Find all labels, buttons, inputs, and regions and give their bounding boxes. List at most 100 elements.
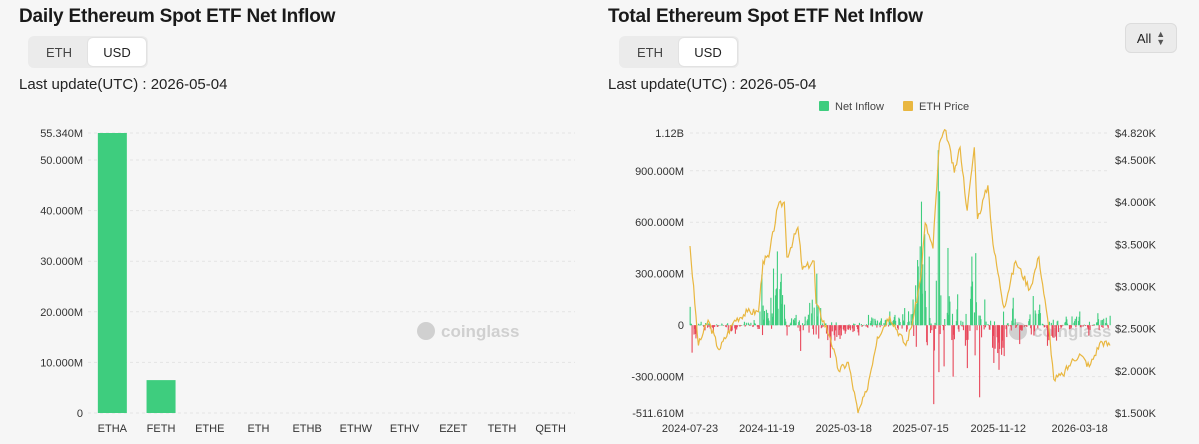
- flow-bar: [858, 325, 860, 336]
- flow-bar: [843, 325, 845, 331]
- flow-bar: [944, 325, 946, 326]
- flow-bar: [979, 315, 981, 326]
- flow-bar: [703, 325, 705, 328]
- flow-bar: [847, 325, 849, 330]
- bar-etha[interactable]: [97, 133, 127, 413]
- flow-bar: [876, 325, 878, 328]
- flow-bar: [750, 322, 752, 326]
- flow-bar: [821, 325, 823, 328]
- flow-bar: [953, 325, 955, 340]
- bar-feth[interactable]: [146, 380, 176, 413]
- total-toggle-usd[interactable]: USD: [679, 38, 737, 66]
- flow-bar: [1046, 325, 1049, 346]
- flow-bar: [1021, 325, 1023, 331]
- flow-bar: [765, 309, 767, 326]
- flow-bar: [884, 320, 886, 326]
- flow-bar: [1096, 322, 1098, 326]
- flow-bar: [1057, 325, 1060, 333]
- flow-bar: [1060, 325, 1062, 329]
- flow-bar: [987, 324, 989, 326]
- flow-bar: [933, 325, 935, 351]
- flow-bar: [753, 320, 755, 326]
- flow-bar: [853, 325, 855, 332]
- flow-bar: [1043, 325, 1045, 326]
- flow-bar: [734, 325, 736, 329]
- flow-bar: [1019, 325, 1021, 331]
- total-unit-toggle: ETH USD: [619, 36, 739, 68]
- flow-bar: [913, 325, 915, 336]
- flow-bar: [867, 325, 869, 328]
- flow-bar: [762, 305, 764, 326]
- flow-bar: [1082, 325, 1084, 327]
- flow-bar: [947, 247, 949, 326]
- flow-bar: [717, 325, 719, 327]
- flow-bar: [1105, 322, 1107, 326]
- flow-bar: [849, 325, 851, 331]
- daily-toggle-usd[interactable]: USD: [88, 38, 146, 66]
- flow-bar: [691, 325, 693, 353]
- flow-bar: [892, 320, 894, 326]
- flow-bar: [802, 325, 804, 331]
- flow-bar: [907, 322, 909, 326]
- flow-bar: [966, 325, 968, 341]
- flow-bar: [939, 325, 941, 335]
- total-chart-title: Total Ethereum Spot ETF Net Inflow: [608, 6, 923, 27]
- flow-bar: [818, 325, 820, 339]
- total-toggle-eth[interactable]: ETH: [637, 44, 663, 60]
- flow-bar: [1074, 321, 1076, 326]
- flow-bar: [1097, 313, 1099, 326]
- flow-bar: [1015, 325, 1018, 327]
- daily-inflow-panel: Daily Ethereum Spot ETF Net Inflow ETH U…: [0, 0, 590, 444]
- flow-bar: [997, 325, 999, 354]
- flow-bar: [817, 306, 819, 326]
- flow-bar: [736, 325, 738, 328]
- flow-bar: [974, 325, 976, 356]
- flow-bar: [758, 325, 760, 329]
- flow-bar: [1091, 325, 1093, 326]
- flow-bar: [776, 288, 778, 326]
- flow-bar: [690, 323, 692, 326]
- flow-bar: [757, 325, 759, 330]
- flow-bar: [844, 325, 846, 334]
- flow-bar: [756, 325, 758, 327]
- flow-bar: [906, 325, 908, 332]
- flow-bar: [1024, 325, 1027, 326]
- flow-bar: [829, 325, 831, 338]
- flow-bar: [876, 320, 879, 326]
- y-tick-label: 30.000M: [40, 256, 83, 268]
- legend-label[interactable]: ETH Price: [919, 101, 969, 113]
- flow-bar: [890, 322, 892, 326]
- flow-bar: [1003, 325, 1005, 357]
- x-tick-label: 2025-07-15: [893, 423, 949, 435]
- daily-toggle-eth[interactable]: ETH: [46, 44, 72, 60]
- flow-bar: [716, 325, 718, 327]
- flow-bar: [808, 325, 810, 333]
- flow-bar: [1101, 325, 1103, 328]
- flow-bar: [898, 318, 901, 326]
- range-select-dropdown[interactable]: All ▲ ▼: [1125, 23, 1177, 53]
- flow-bar: [749, 325, 751, 326]
- flow-bar: [955, 321, 957, 326]
- flow-bar: [1021, 325, 1023, 331]
- flow-bar: [935, 325, 937, 329]
- flow-bar: [863, 324, 865, 326]
- flow-bar: [770, 297, 772, 326]
- flow-bar: [795, 314, 797, 326]
- flow-bar: [993, 325, 995, 363]
- flow-bar: [860, 324, 862, 326]
- flow-bar: [957, 325, 959, 330]
- flow-bar: [962, 325, 965, 331]
- flow-bar: [1020, 325, 1022, 329]
- flow-bar: [752, 325, 754, 328]
- flow-bar: [908, 321, 910, 326]
- legend-label[interactable]: Net Inflow: [835, 101, 884, 113]
- flow-bar: [889, 322, 892, 326]
- flow-bar: [763, 310, 766, 326]
- flow-bar: [768, 320, 770, 326]
- flow-bar: [1026, 325, 1028, 327]
- flow-bar: [713, 325, 715, 327]
- flow-bar: [793, 320, 795, 326]
- flow-bar: [849, 325, 851, 329]
- flow-bar: [1051, 325, 1053, 337]
- flow-bar: [1038, 309, 1040, 326]
